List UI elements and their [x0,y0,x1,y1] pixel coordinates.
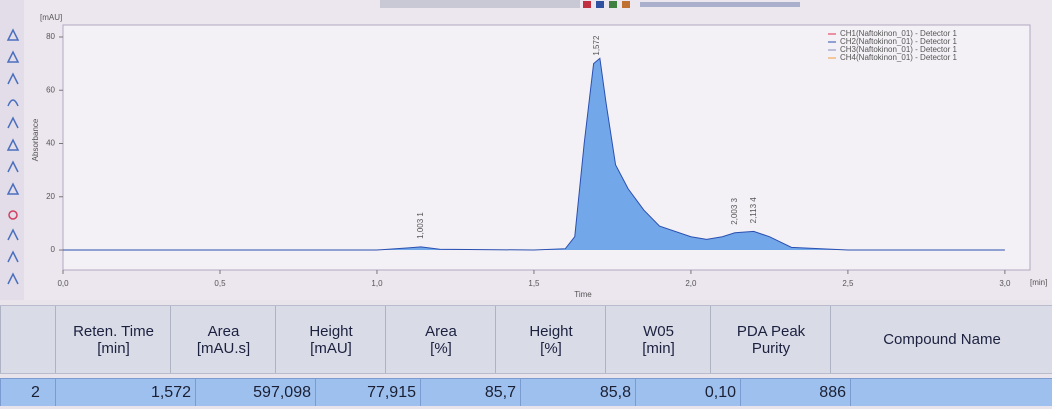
y-axis-label: Absorbance [31,118,40,161]
peak-label: 2,113 4 [749,197,758,224]
header-cell: Compound Name [830,306,1052,373]
header-text: Area [207,322,240,340]
legend-label: CH4(Naftokinon_01) - Detector 1 [840,53,957,62]
chromatogram: [mAU] Absorbance Time [min] 0 20 40 60 80 0,0… [6,0,1048,300]
y-tick-label: 40 [46,139,55,148]
peak-label: 1,003 1 [416,212,425,239]
cell: 597,098 [195,379,315,406]
header-text: [%] [430,339,452,357]
legend-label: CH3(Naftokinon_01) - Detector 1 [840,45,957,54]
y-tick-label: 20 [46,192,55,201]
header-text: Height [529,322,573,340]
header-text: [%] [540,339,562,357]
y-tick-label: 80 [46,32,55,41]
header-cell: W05 [min] [605,306,711,373]
x-tick-label: 1,0 [371,279,383,288]
header-text: Purity [751,339,791,357]
signal-line [63,57,1005,251]
cell: 85,8 [520,379,635,406]
header-text: Compound Name [883,331,1001,348]
y-tick-label: 0 [51,245,56,254]
plot-area [62,24,1031,271]
cell: 886 [740,379,850,406]
peak-label: 1,572 [592,35,601,56]
header-text: [mAU.s] [196,339,251,357]
header-text: Height [309,322,353,340]
cell: 77,915 [315,379,420,406]
header-text: [mAU] [310,339,352,357]
table-row[interactable]: 2 1,572 597,098 77,915 85,7 85,8 0,10 886 [0,378,1052,406]
x-tick-label: 2,5 [842,279,854,288]
header-cell [0,306,56,373]
header-cell: Reten. Time [min] [55,306,171,373]
x-tick-label: 0,5 [214,279,226,288]
header-text: PDA Peak [736,322,806,340]
cell: 0,10 [635,379,740,406]
legend-label: CH2(Naftokinon_01) - Detector 1 [840,37,957,46]
cell: 2 [0,379,55,406]
y-tick-label: 60 [46,85,55,94]
header-text: [min] [97,339,130,357]
cell: 1,572 [55,379,195,406]
units-label: [mAU] [40,13,62,22]
header-cell: Height [mAU] [275,306,386,373]
legend-label: CH1(Naftokinon_01) - Detector 1 [840,29,957,38]
x-tick-label: 2,0 [685,279,697,288]
header-cell: Area [%] [385,306,496,373]
tool-icons [6,28,20,285]
x-tick-label: 1,5 [528,279,540,288]
header-text: W05 [643,322,674,340]
cell [850,379,1052,406]
x-axis-label: Time [574,290,592,299]
header-cell: PDA Peak Purity [710,306,831,373]
header-text: Area [425,322,457,340]
x-tick-label: 3,0 [999,279,1011,288]
header-cell: Height [%] [495,306,606,373]
x-units-label: [min] [1030,278,1047,287]
toolbar-top [380,0,800,8]
header-text: Reten. Time [73,322,154,340]
header-cell: Area [mAU.s] [170,306,276,373]
peak-label: 2,003 3 [730,197,739,224]
cell: 85,7 [420,379,520,406]
header-text: [min] [642,339,675,357]
table-header: Reten. Time [min] Area [mAU.s] Height [mAU] Ar… [0,305,1052,374]
x-tick-label: 0,0 [57,279,69,288]
